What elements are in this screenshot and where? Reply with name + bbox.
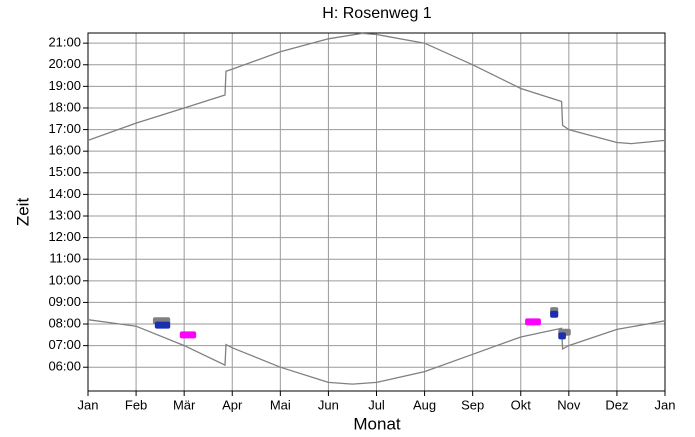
y-tick-label: 10:00	[48, 272, 81, 287]
x-tick-label: Mär	[173, 397, 196, 412]
x-tick-label: Jun	[318, 397, 339, 412]
x-tick-label: Mai	[270, 397, 291, 412]
y-tick-label: 17:00	[48, 121, 81, 136]
chart-title: H: Rosenweg 1	[322, 5, 431, 22]
y-tick-label: 11:00	[49, 251, 81, 266]
x-tick-label: Jul	[368, 397, 385, 412]
x-tick-label: Jan	[655, 397, 676, 412]
plot-frame	[87, 32, 666, 392]
x-axis-label: Monat	[353, 414, 401, 433]
y-tick-label: 20:00	[48, 56, 81, 71]
x-tick-label: Dez	[605, 397, 628, 412]
y-axis-label: Zeit	[13, 198, 32, 227]
y-tick-label: 15:00	[48, 164, 81, 179]
marker	[550, 310, 559, 318]
x-tick-label: Aug	[413, 397, 436, 412]
x-tick-label: Nov	[557, 397, 581, 412]
marker	[558, 332, 566, 340]
x-tick-label: Jan	[78, 397, 99, 412]
x-tick-label: Sep	[461, 397, 484, 412]
x-tick-label: Feb	[125, 397, 147, 412]
y-tick-label: 21:00	[48, 35, 81, 50]
x-tick-label: Apr	[222, 397, 243, 412]
y-tick-label: 08:00	[48, 315, 81, 330]
y-tick-label: 19:00	[48, 78, 81, 93]
marker	[179, 331, 197, 339]
marker	[525, 318, 541, 326]
y-tick-label: 09:00	[48, 294, 81, 309]
y-tick-label: 13:00	[48, 207, 81, 222]
x-tick-label: Okt	[511, 397, 532, 412]
line	[87, 32, 666, 145]
y-tick-label: 16:00	[48, 143, 81, 158]
marker	[154, 321, 171, 329]
y-tick-label: 12:00	[48, 229, 81, 244]
y-tick-label: 18:00	[48, 99, 81, 114]
y-tick-label: 07:00	[48, 337, 81, 352]
y-tick-label: 06:00	[48, 359, 81, 374]
y-tick-label: 14:00	[48, 186, 81, 201]
line	[87, 319, 666, 385]
